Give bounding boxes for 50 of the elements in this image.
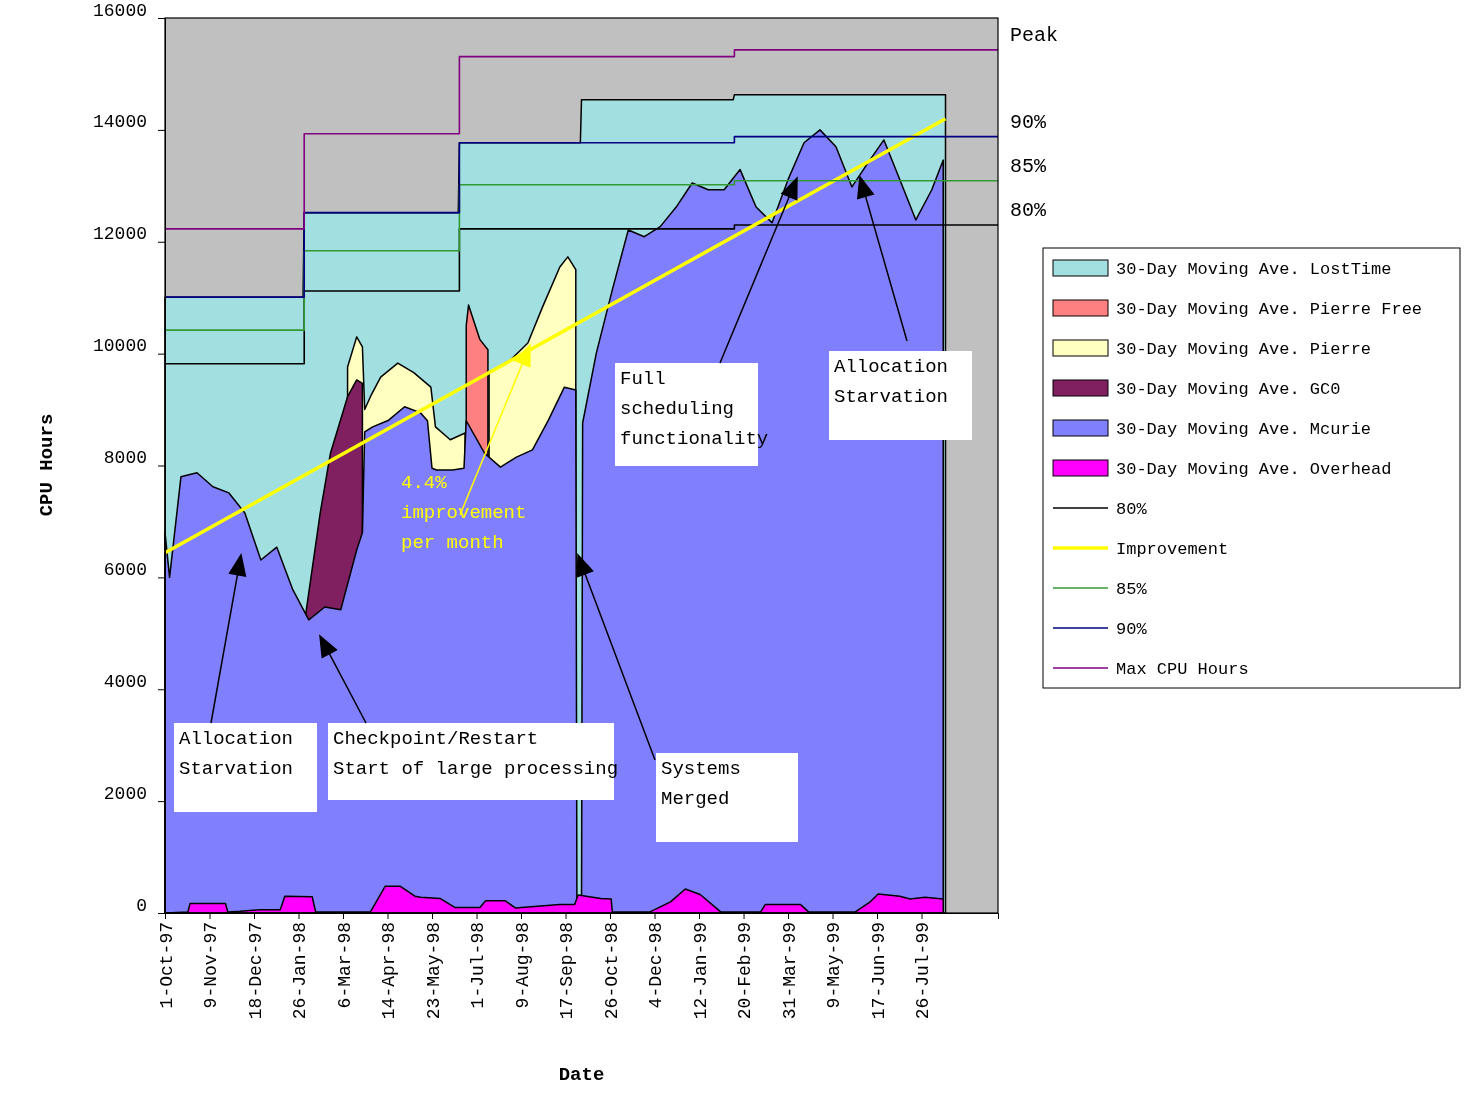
annotation: 85%: [1010, 154, 1047, 178]
legend-label: 80%: [1116, 499, 1148, 519]
x-tick-label: 17-Sep-98: [557, 922, 578, 1020]
x-tick-label: 12-Jan-99: [690, 922, 711, 1020]
legend-label: 30-Day Moving Ave. Pierre: [1116, 339, 1372, 359]
annotation: Peak: [1010, 23, 1059, 47]
x-tick-label: 1-Oct-97: [156, 922, 177, 1009]
x-tick-label: 1-Jul-98: [468, 922, 489, 1009]
y-tick-label: 8000: [103, 448, 147, 468]
legend-label: 30-Day Moving Ave. GC0: [1116, 379, 1341, 399]
x-tick-label: 26-Oct-98: [601, 922, 622, 1020]
x-tick-label: 6-Mar-98: [334, 922, 355, 1009]
annotation: Full scheduling functionality: [620, 368, 769, 450]
legend-label: 30-Day Moving Ave. Mcurie: [1116, 419, 1372, 439]
annotation: 4.4% improvement per month: [401, 472, 527, 554]
y-tick-label: 12000: [92, 224, 147, 245]
y-tick-label: 14000: [92, 112, 147, 133]
x-tick-label: 4-Dec-98: [646, 922, 667, 1009]
x-tick-label: 20-Feb-99: [735, 922, 756, 1020]
x-tick-label: 9-Nov-97: [201, 922, 222, 1009]
y-tick-label: 6000: [103, 559, 147, 580]
x-tick-label: 26-Jan-98: [290, 922, 311, 1020]
annotation: 80%: [1010, 198, 1047, 222]
annotation: 90%: [1010, 110, 1047, 134]
legend-label: 30-Day Moving Ave. Overhead: [1116, 459, 1392, 479]
annotation: Allocation Starvation: [834, 356, 949, 408]
x-tick-label: 26-Jul-99: [913, 922, 934, 1020]
x-axis-title: Date: [558, 1064, 605, 1086]
legend-label: Max CPU Hours: [1116, 659, 1249, 679]
x-tick-label: 9-Aug-98: [512, 922, 533, 1009]
x-tick-label: 23-May-98: [423, 922, 444, 1020]
x-tick-label: 9-May-99: [824, 922, 845, 1009]
y-tick-label: 16000: [92, 0, 147, 21]
x-tick-label: 18-Dec-97: [245, 922, 266, 1020]
x-tick-label: 31-Mar-99: [779, 922, 800, 1020]
legend-label: Improvement: [1116, 539, 1229, 559]
y-tick-label: 2000: [103, 783, 147, 804]
y-axis-title: CPU Hours: [36, 413, 58, 517]
legend-label: 85%: [1116, 579, 1148, 599]
legend-label: 30-Day Moving Ave. Pierre Free: [1116, 299, 1423, 319]
annotation: Checkpoint/Restart Start of large processing: [333, 728, 619, 780]
legend-label: 30-Day Moving Ave. LostTime: [1116, 259, 1392, 279]
y-tick-label: 10000: [92, 336, 147, 357]
annotation: Allocation Starvation: [179, 728, 294, 780]
y-tick-label: 0: [136, 895, 147, 916]
y-tick-label: 4000: [103, 671, 147, 692]
x-tick-label: 17-Jun-99: [868, 922, 889, 1020]
x-tick-label: 14-Apr-98: [379, 922, 400, 1020]
legend-label: 90%: [1116, 619, 1148, 639]
annotation: Systems Merged: [661, 758, 741, 810]
